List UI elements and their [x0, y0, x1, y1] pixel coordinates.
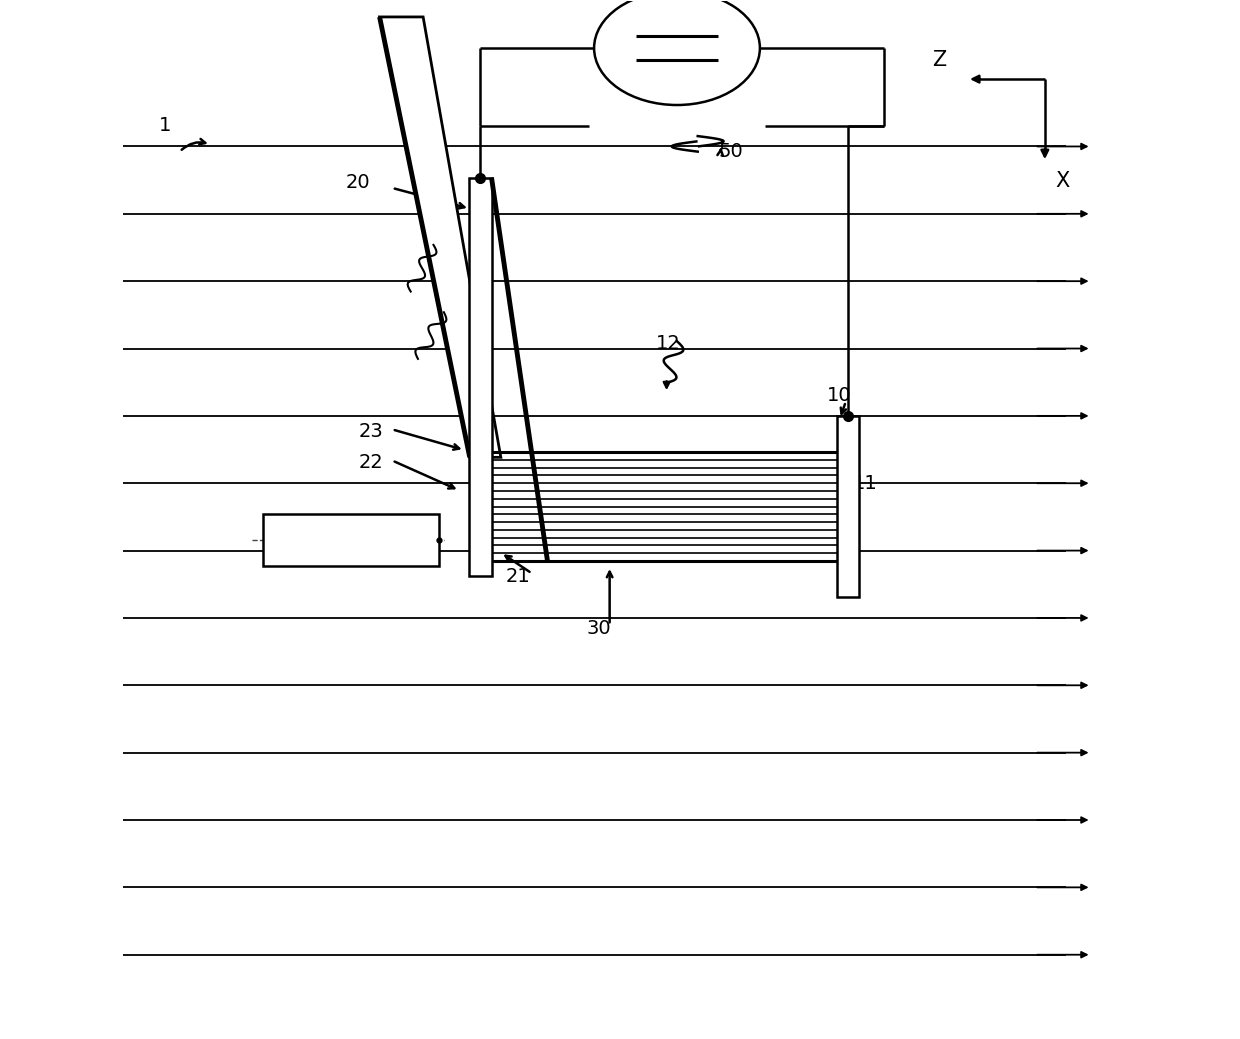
Text: 32: 32 [401, 54, 425, 73]
Text: 10: 10 [827, 385, 852, 404]
Text: 40: 40 [620, 7, 645, 26]
Text: 22: 22 [358, 453, 383, 472]
Text: 23: 23 [358, 422, 383, 441]
Text: 11: 11 [853, 474, 878, 492]
Text: 12: 12 [656, 334, 681, 353]
Bar [263, 514, 439, 566]
Text: 31: 31 [453, 339, 477, 358]
Text: Z: Z [932, 51, 946, 71]
Bar [489, 452, 843, 561]
Bar [837, 416, 859, 597]
Text: 20: 20 [346, 174, 370, 192]
Ellipse shape [594, 0, 760, 105]
Polygon shape [379, 17, 501, 457]
Text: 21: 21 [506, 567, 531, 586]
Bar [469, 178, 491, 577]
Text: 33: 33 [434, 231, 459, 249]
Text: 50: 50 [718, 142, 743, 161]
Text: 30: 30 [587, 619, 611, 638]
Text: 1: 1 [159, 116, 171, 135]
Text: X: X [1055, 170, 1069, 190]
Bar [489, 452, 843, 561]
